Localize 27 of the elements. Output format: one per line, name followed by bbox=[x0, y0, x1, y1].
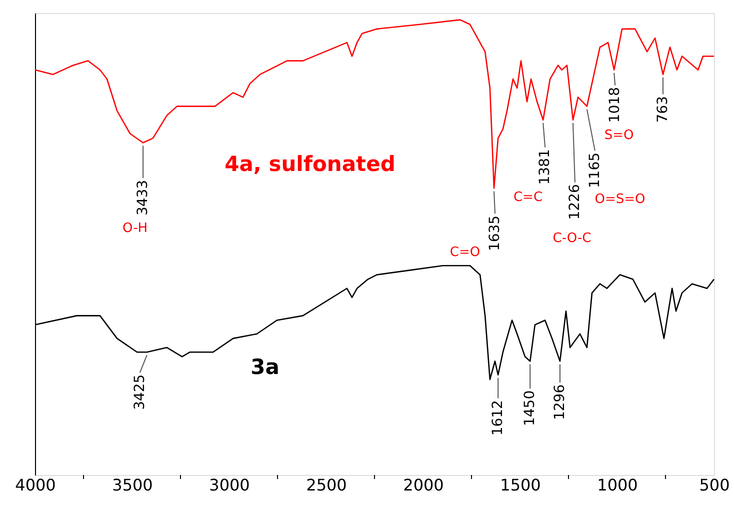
annotation: 1018 bbox=[607, 87, 624, 123]
series-label: 3a bbox=[250, 355, 280, 379]
x-tick-label: 2500 bbox=[306, 476, 347, 494]
annotation: 1450 bbox=[522, 390, 538, 426]
x-tick-label: 3000 bbox=[209, 476, 250, 494]
annotation: 1226 bbox=[566, 184, 583, 220]
annotation: 1635 bbox=[487, 215, 504, 252]
annotation: 1165 bbox=[586, 152, 603, 188]
annotation: 763 bbox=[654, 96, 671, 123]
annotation: 1381 bbox=[537, 149, 554, 185]
x-tick-label: 4000 bbox=[15, 476, 56, 494]
x-tick-label: 2000 bbox=[403, 476, 444, 494]
x-tick-label: 1500 bbox=[500, 476, 541, 494]
annotation: C=C bbox=[513, 190, 543, 205]
x-tick-label: 500 bbox=[699, 476, 730, 494]
annotation: 1296 bbox=[552, 384, 568, 420]
x-tick-label: 1000 bbox=[597, 476, 638, 494]
annotation: C=O bbox=[450, 245, 480, 260]
text: 4a, sulfonated bbox=[224, 152, 396, 176]
annotation: 3433 bbox=[135, 180, 152, 216]
annotation: S=O bbox=[604, 128, 634, 143]
annotation: C-O-C bbox=[552, 231, 592, 246]
annotation: O=S=O bbox=[594, 192, 646, 207]
annotation: 3425 bbox=[132, 374, 148, 410]
x-tick-label: 3500 bbox=[112, 476, 153, 494]
annotation: O-H bbox=[122, 221, 148, 236]
annotation: 1612 bbox=[490, 400, 506, 436]
